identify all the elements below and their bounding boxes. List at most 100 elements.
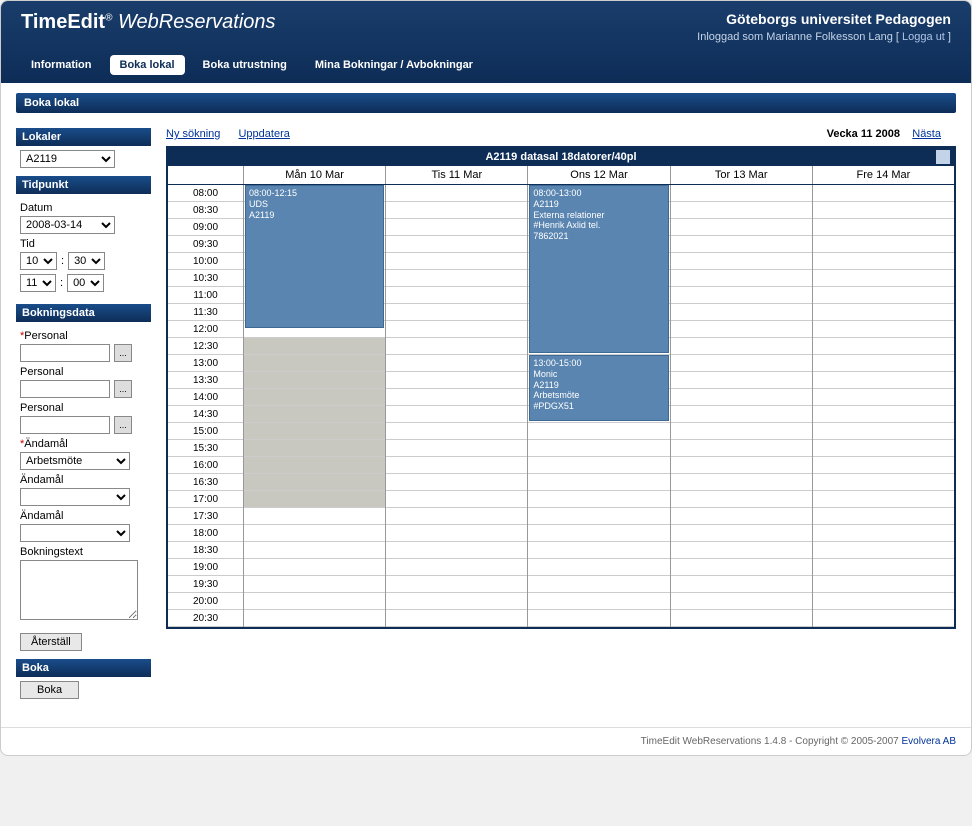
boka-head: Boka	[16, 659, 151, 677]
tidpunkt-head: Tidpunkt	[16, 176, 151, 194]
booking[interactable]: 13:00-15:00MonicA2119Arbetsmöte#PDGX51	[529, 355, 668, 421]
nav-item[interactable]: Boka lokal	[110, 55, 185, 75]
day-header: Tor 13 Mar	[670, 166, 812, 184]
andamal-label-3: Ändamål	[20, 510, 147, 522]
time-slot: 10:00	[168, 253, 243, 270]
lokaler-head: Lokaler	[16, 128, 151, 146]
org-name: Göteborgs universitet Pedagogen	[697, 11, 951, 27]
time-slot: 08:00	[168, 185, 243, 202]
day-header: Tis 11 Mar	[385, 166, 527, 184]
header: TimeEdit® WebReservations Göteborgs univ…	[1, 1, 971, 83]
time-slot: 15:30	[168, 440, 243, 457]
lokaler-select[interactable]: A2119	[20, 150, 115, 168]
tid-label: Tid	[20, 238, 147, 250]
time-slot: 14:00	[168, 389, 243, 406]
footer-link[interactable]: Evolvera AB	[902, 736, 956, 747]
logo: TimeEdit® WebReservations	[21, 11, 276, 34]
day-column[interactable]	[670, 185, 812, 627]
bokningsdata-head: Bokningsdata	[16, 304, 151, 322]
colon: :	[60, 277, 63, 289]
user-line: Inloggad som Marianne Folkesson Lang [ L…	[697, 31, 951, 43]
time-slot: 16:00	[168, 457, 243, 474]
pick-btn-1[interactable]: ...	[114, 344, 132, 362]
bokningstext-label: Bokningstext	[20, 546, 147, 558]
personal-input-1[interactable]	[20, 344, 110, 362]
time-slot: 11:00	[168, 287, 243, 304]
personal-input-2[interactable]	[20, 380, 110, 398]
time-slot: 09:30	[168, 236, 243, 253]
nav-item[interactable]: Boka utrustning	[193, 55, 297, 75]
andamal-select-1[interactable]: Arbetsmöte	[20, 452, 130, 470]
day-header: Mån 10 Mar	[243, 166, 385, 184]
nav: Information Boka lokal Boka utrustning Mina…	[21, 55, 951, 83]
time-slot: 12:30	[168, 338, 243, 355]
section-title: Boka lokal	[16, 93, 956, 113]
day-column[interactable]	[385, 185, 527, 627]
time-slot: 19:30	[168, 576, 243, 593]
day-header: Fre 14 Mar	[812, 166, 954, 184]
tid-m1[interactable]: 30	[68, 252, 105, 270]
logo-bold: TimeEdit	[21, 11, 105, 33]
time-slot: 19:00	[168, 559, 243, 576]
time-slot: 15:00	[168, 423, 243, 440]
time-slot: 16:30	[168, 474, 243, 491]
time-slot: 14:30	[168, 406, 243, 423]
calendar: A2119 datasal 18datorer/40pl Mån 10 MarT…	[166, 146, 956, 629]
time-slot: 08:30	[168, 202, 243, 219]
personal-label-2: Personal	[20, 366, 147, 378]
datum-select[interactable]: 2008-03-14	[20, 216, 115, 234]
time-slot: 17:00	[168, 491, 243, 508]
app-window: TimeEdit® WebReservations Göteborgs univ…	[0, 0, 972, 756]
colon: :	[61, 255, 64, 267]
time-slot: 12:00	[168, 321, 243, 338]
nav-item[interactable]: Mina Bokningar / Avbokningar	[305, 55, 483, 75]
time-slot: 18:00	[168, 525, 243, 542]
day-column[interactable]: 08:00-13:00A2119Externa relationer#Henri…	[527, 185, 669, 627]
time-slot: 10:30	[168, 270, 243, 287]
time-slot: 20:30	[168, 610, 243, 627]
personal-label-1: *Personal	[20, 330, 147, 342]
andamal-select-2[interactable]	[20, 488, 130, 506]
logout-link[interactable]: Logga ut	[902, 31, 945, 43]
time-slot: 20:00	[168, 593, 243, 610]
personal-input-3[interactable]	[20, 416, 110, 434]
footer: TimeEdit WebReservations 1.4.8 - Copyrig…	[1, 727, 971, 755]
time-slot: 13:30	[168, 372, 243, 389]
ny-sokning-link[interactable]: Ny sökning	[166, 128, 220, 140]
pick-btn-2[interactable]: ...	[114, 380, 132, 398]
pick-btn-3[interactable]: ...	[114, 416, 132, 434]
boka-button[interactable]: Boka	[20, 681, 79, 699]
logo-italic: WebReservations	[118, 11, 275, 33]
uppdatera-link[interactable]: Uppdatera	[238, 128, 289, 140]
booking[interactable]: 08:00-13:00A2119Externa relationer#Henri…	[529, 185, 668, 353]
tid-m2[interactable]: 00	[67, 274, 104, 292]
cal-title: A2119 datasal 18datorer/40pl	[168, 148, 954, 166]
bokningstext-input[interactable]	[20, 560, 138, 620]
time-slot: 11:30	[168, 304, 243, 321]
datum-label: Datum	[20, 202, 147, 214]
sidebar: Lokaler A2119 Tidpunkt Datum 2008-03-14 …	[16, 128, 151, 707]
tid-h1[interactable]: 10	[20, 252, 57, 270]
time-slot: 09:00	[168, 219, 243, 236]
nasta-link[interactable]: Nästa	[912, 128, 941, 140]
day-column[interactable]: 08:00-12:15UDSA2119	[243, 185, 385, 627]
time-slot: 18:30	[168, 542, 243, 559]
day-header: Ons 12 Mar	[527, 166, 669, 184]
print-icon[interactable]	[936, 150, 950, 164]
user-name: Marianne Folkesson Lang	[766, 31, 893, 43]
user-prefix: Inloggad som	[697, 31, 766, 43]
nav-item[interactable]: Information	[21, 55, 102, 75]
booking[interactable]: 08:00-12:15UDSA2119	[245, 185, 384, 328]
week-label: Vecka 11 2008	[827, 128, 900, 140]
personal-label-3: Personal	[20, 402, 147, 414]
andamal-label-1: *Ändamål	[20, 438, 147, 450]
footer-text: TimeEdit WebReservations 1.4.8 - Copyrig…	[641, 736, 902, 747]
main: Ny sökning Uppdatera Vecka 11 2008 Nästa…	[166, 128, 956, 707]
andamal-select-3[interactable]	[20, 524, 130, 542]
day-column[interactable]	[812, 185, 954, 627]
andamal-label-2: Ändamål	[20, 474, 147, 486]
time-slot: 13:00	[168, 355, 243, 372]
reset-button[interactable]: Återställ	[20, 633, 82, 651]
tid-h2[interactable]: 11	[20, 274, 56, 292]
time-slot: 17:30	[168, 508, 243, 525]
